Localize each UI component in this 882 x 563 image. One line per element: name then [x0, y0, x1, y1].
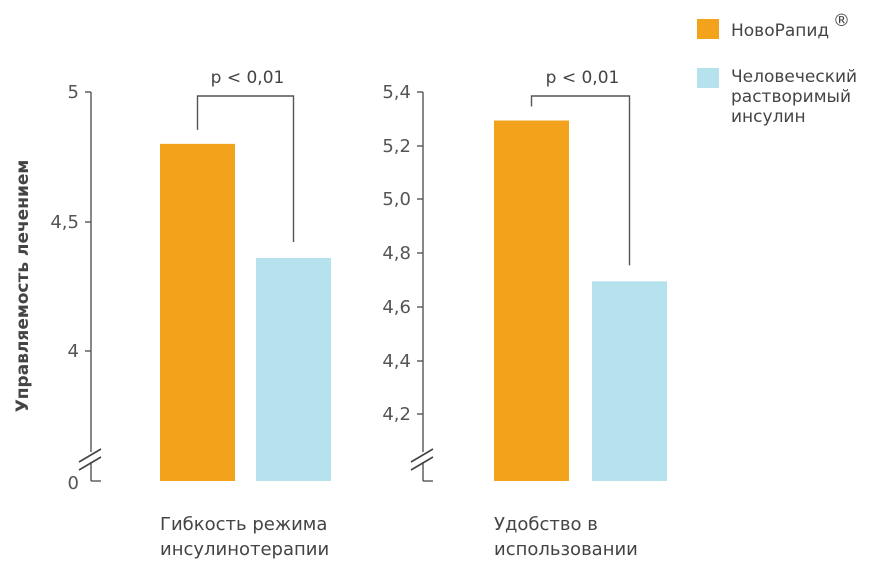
- legend-swatch-human-insulin: [697, 68, 719, 88]
- y-tick-label: 4: [68, 341, 79, 362]
- bar-human-insulin: [256, 257, 331, 481]
- y-axis-label: Управляемость лечением: [13, 160, 33, 413]
- bar-novorapid: [160, 143, 235, 481]
- y-tick-label: 5: [68, 82, 79, 103]
- y-tick-label: 5,2: [382, 136, 411, 157]
- significance-label: p < 0,01: [211, 68, 285, 88]
- category-label: инсулинотерапии: [160, 539, 329, 560]
- legend-label-novorapid: НовоРапид: [731, 21, 829, 41]
- legend-label-human-insulin: инсулин: [731, 107, 806, 127]
- significance-bracket: [530, 95, 631, 266]
- axis-break-mark: [78, 448, 102, 463]
- bar-human-insulin: [592, 281, 667, 481]
- legend-label-human-insulin: Человеческий: [731, 67, 857, 87]
- significance-bracket: [196, 95, 295, 242]
- significance-label: p < 0,01: [546, 68, 620, 88]
- y-tick-label: 4,5: [50, 212, 79, 233]
- legend-swatch-novorapid: [697, 19, 719, 39]
- axis-break-mark: [78, 456, 102, 471]
- y-tick-label-zero: 0: [68, 473, 79, 494]
- axis-break-mark: [410, 448, 434, 463]
- category-label: Удобство в: [494, 514, 598, 535]
- category-label: использовании: [494, 539, 638, 560]
- bar-novorapid: [494, 120, 569, 481]
- y-tick-label: 4,2: [382, 404, 411, 425]
- y-tick-label: 4,8: [382, 243, 411, 264]
- category-label: Гибкость режима: [160, 514, 327, 535]
- y-tick-label: 4,6: [382, 297, 411, 318]
- y-tick-label: 4,4: [382, 351, 411, 372]
- y-tick-label: 5,4: [382, 82, 411, 103]
- axis-break-mark: [410, 456, 434, 471]
- legend-label-human-insulin: растворимый: [731, 87, 851, 107]
- legend-superscript: ®: [833, 11, 850, 31]
- y-tick-label: 5,0: [382, 189, 411, 210]
